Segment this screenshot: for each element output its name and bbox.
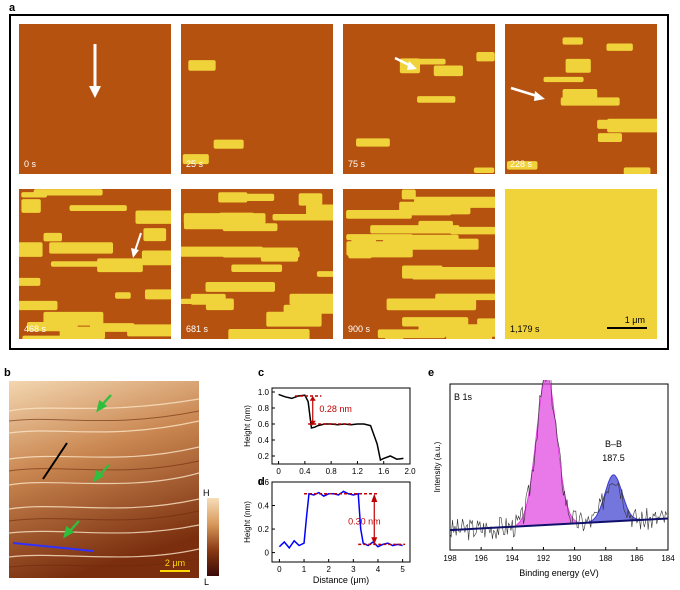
raw-spectrum (449, 380, 668, 541)
plot-frame (271, 387, 411, 465)
y-axis-label: Height (nm) (243, 405, 252, 447)
x-tick-label: 0.8 (326, 467, 338, 476)
peak-position-label: 187.5 (602, 453, 625, 463)
profile-line-c (42, 442, 68, 480)
y-tick-label: 0.2 (258, 525, 270, 534)
afm-frame: 900 s (343, 189, 495, 339)
y-axis-label: Height (nm) (243, 501, 252, 543)
x-axis-label: Binding energy (eV) (519, 568, 599, 578)
frame-time-label: 25 s (186, 159, 204, 169)
scale-text-a: 1 μm (624, 315, 645, 325)
profile-line (278, 490, 403, 550)
x-tick-label: 5 (400, 565, 405, 574)
y-tick-label: 1.0 (258, 388, 270, 397)
y-tick-label: 0.4 (258, 502, 270, 511)
afm-frame: 25 s (181, 24, 333, 174)
x-tick-label: 1 (302, 565, 307, 574)
panel-label-b: b (4, 367, 11, 379)
green-arrows (63, 394, 112, 539)
x-tick-label: 186 (630, 554, 644, 563)
height-profile-c-chart: 0 0.4 0.8 1.2 1.6 2.0 0.2 0.4 0.6 0.8 1.0 Height (n… (243, 387, 416, 476)
x-tick-label: 188 (599, 554, 613, 563)
peak-label: B–B (605, 439, 622, 449)
frame-time-label: 1,179 s (510, 324, 540, 334)
frame-time-label: 900 s (348, 324, 371, 334)
y-tick-label: 0.6 (258, 478, 270, 487)
x-tick-label: 194 (506, 554, 520, 563)
y-tick-label: 0 (265, 549, 270, 558)
x-tick-label: 2.0 (404, 467, 416, 476)
y-axis-label: Intensity (a.u.) (433, 441, 442, 492)
baseline (449, 517, 669, 532)
panel-a-frame: 0 s 25 s 75 s 228 s 468 s 681 s 900 s 1,179 s 1 … (9, 14, 669, 350)
x-tick-label: 190 (568, 554, 582, 563)
x-tick-label: 192 (537, 554, 551, 563)
arrow-icon (510, 86, 538, 98)
xps-spectrum-chart: 198 196 194 192 190 188 186 184 Binding energy (… (433, 380, 675, 578)
plot-frame (271, 481, 411, 563)
colorbar-low-label: L (204, 577, 210, 587)
scale-bar-b (160, 570, 190, 572)
afm-topography-image: 2 μm (9, 381, 199, 578)
profile-line-d (12, 542, 94, 552)
x-tick-label: 0.4 (299, 467, 311, 476)
step-height-label: 0.28 nm (319, 404, 352, 414)
x-tick-label: 4 (376, 565, 381, 574)
afm-frame: 75 s (343, 24, 495, 174)
panel-label-d: d (258, 476, 265, 488)
afm-frame: 468 s (19, 189, 171, 339)
x-tick-label: 196 (474, 554, 488, 563)
x-tick-label: 3 (351, 565, 356, 574)
fitted-peak (586, 474, 640, 524)
frame-time-label: 681 s (186, 324, 209, 334)
step-height-label: 0.30 nm (348, 516, 381, 526)
y-tick-label: 0.6 (258, 420, 270, 429)
x-tick-label: 1.2 (352, 467, 364, 476)
y-tick-label: 0.8 (258, 404, 270, 413)
x-tick-label: 1.6 (378, 467, 390, 476)
y-tick-label: 0.4 (258, 436, 270, 445)
afm-frame: 228 s (505, 24, 657, 174)
panel-label-e: e (428, 367, 435, 379)
x-tick-label: 0 (276, 467, 281, 476)
afm-frame: 681 s (181, 189, 333, 339)
colorbar-high-label: H (203, 488, 210, 498)
colorbar (207, 498, 219, 576)
scale-text-b: 2 μm (165, 558, 185, 568)
panel-label-c: c (258, 367, 265, 379)
panel-label-a: a (9, 2, 16, 14)
afm-frame: 1,179 s 1 μm (505, 189, 657, 339)
afm-frame: 0 s (19, 24, 171, 174)
scale-bar-a (607, 327, 647, 329)
frame-time-label: 468 s (24, 324, 47, 334)
y-tick-label: 0.2 (258, 452, 270, 461)
x-axis-label: Distance (μm) (313, 575, 369, 585)
spectrum-title: B 1s (454, 392, 473, 402)
height-profile-d-chart: 0 1 2 3 4 5 0 0.2 0.4 0.6 Height (nm) Distance (μm)… (243, 478, 411, 585)
frame-time-label: 75 s (348, 159, 366, 169)
frame-time-label: 228 s (510, 159, 533, 169)
x-tick-label: 0 (277, 565, 282, 574)
x-tick-label: 184 (661, 554, 675, 563)
plot-frame (449, 383, 669, 551)
x-tick-label: 198 (443, 554, 457, 563)
x-tick-label: 2 (326, 565, 331, 574)
arrow-icon (134, 232, 142, 252)
frame-time-label: 0 s (24, 159, 37, 169)
